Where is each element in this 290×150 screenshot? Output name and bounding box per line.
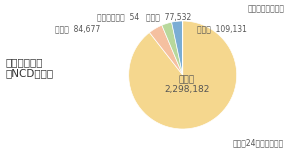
Text: 【貯金残高】
（NCD含む）: 【貯金残高】 （NCD含む） — [6, 57, 54, 79]
Wedge shape — [129, 21, 237, 129]
Text: その他  109,131: その他 109,131 — [197, 24, 247, 33]
Text: 会員の組合員  54: 会員の組合員 54 — [97, 12, 139, 21]
Wedge shape — [172, 21, 183, 75]
Text: 准会員  84,677: 准会員 84,677 — [55, 24, 100, 33]
Wedge shape — [149, 25, 183, 75]
Wedge shape — [162, 22, 183, 75]
Text: 地公体  77,532: 地公体 77,532 — [146, 12, 192, 21]
Text: 正会員
2,298,182: 正会員 2,298,182 — [164, 75, 210, 94]
Text: （平成24年度末現在）: （平成24年度末現在） — [233, 138, 284, 147]
Text: （単位：百万円）: （単位：百万円） — [247, 4, 284, 14]
